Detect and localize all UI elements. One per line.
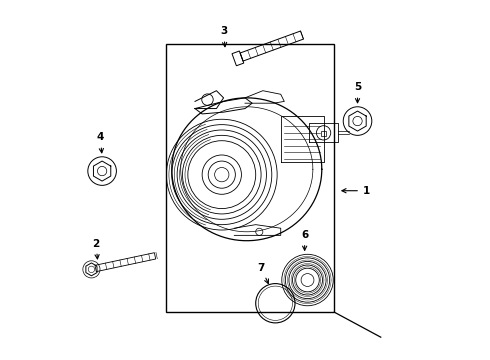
Text: 6: 6	[301, 230, 308, 250]
Text: 3: 3	[220, 26, 227, 47]
Text: 7: 7	[257, 263, 269, 284]
Bar	[167, 44, 334, 312]
Bar	[321, 131, 326, 136]
Text: 2: 2	[93, 239, 99, 259]
Text: 5: 5	[354, 82, 361, 103]
Text: 1: 1	[342, 186, 370, 196]
Text: 4: 4	[97, 132, 104, 153]
